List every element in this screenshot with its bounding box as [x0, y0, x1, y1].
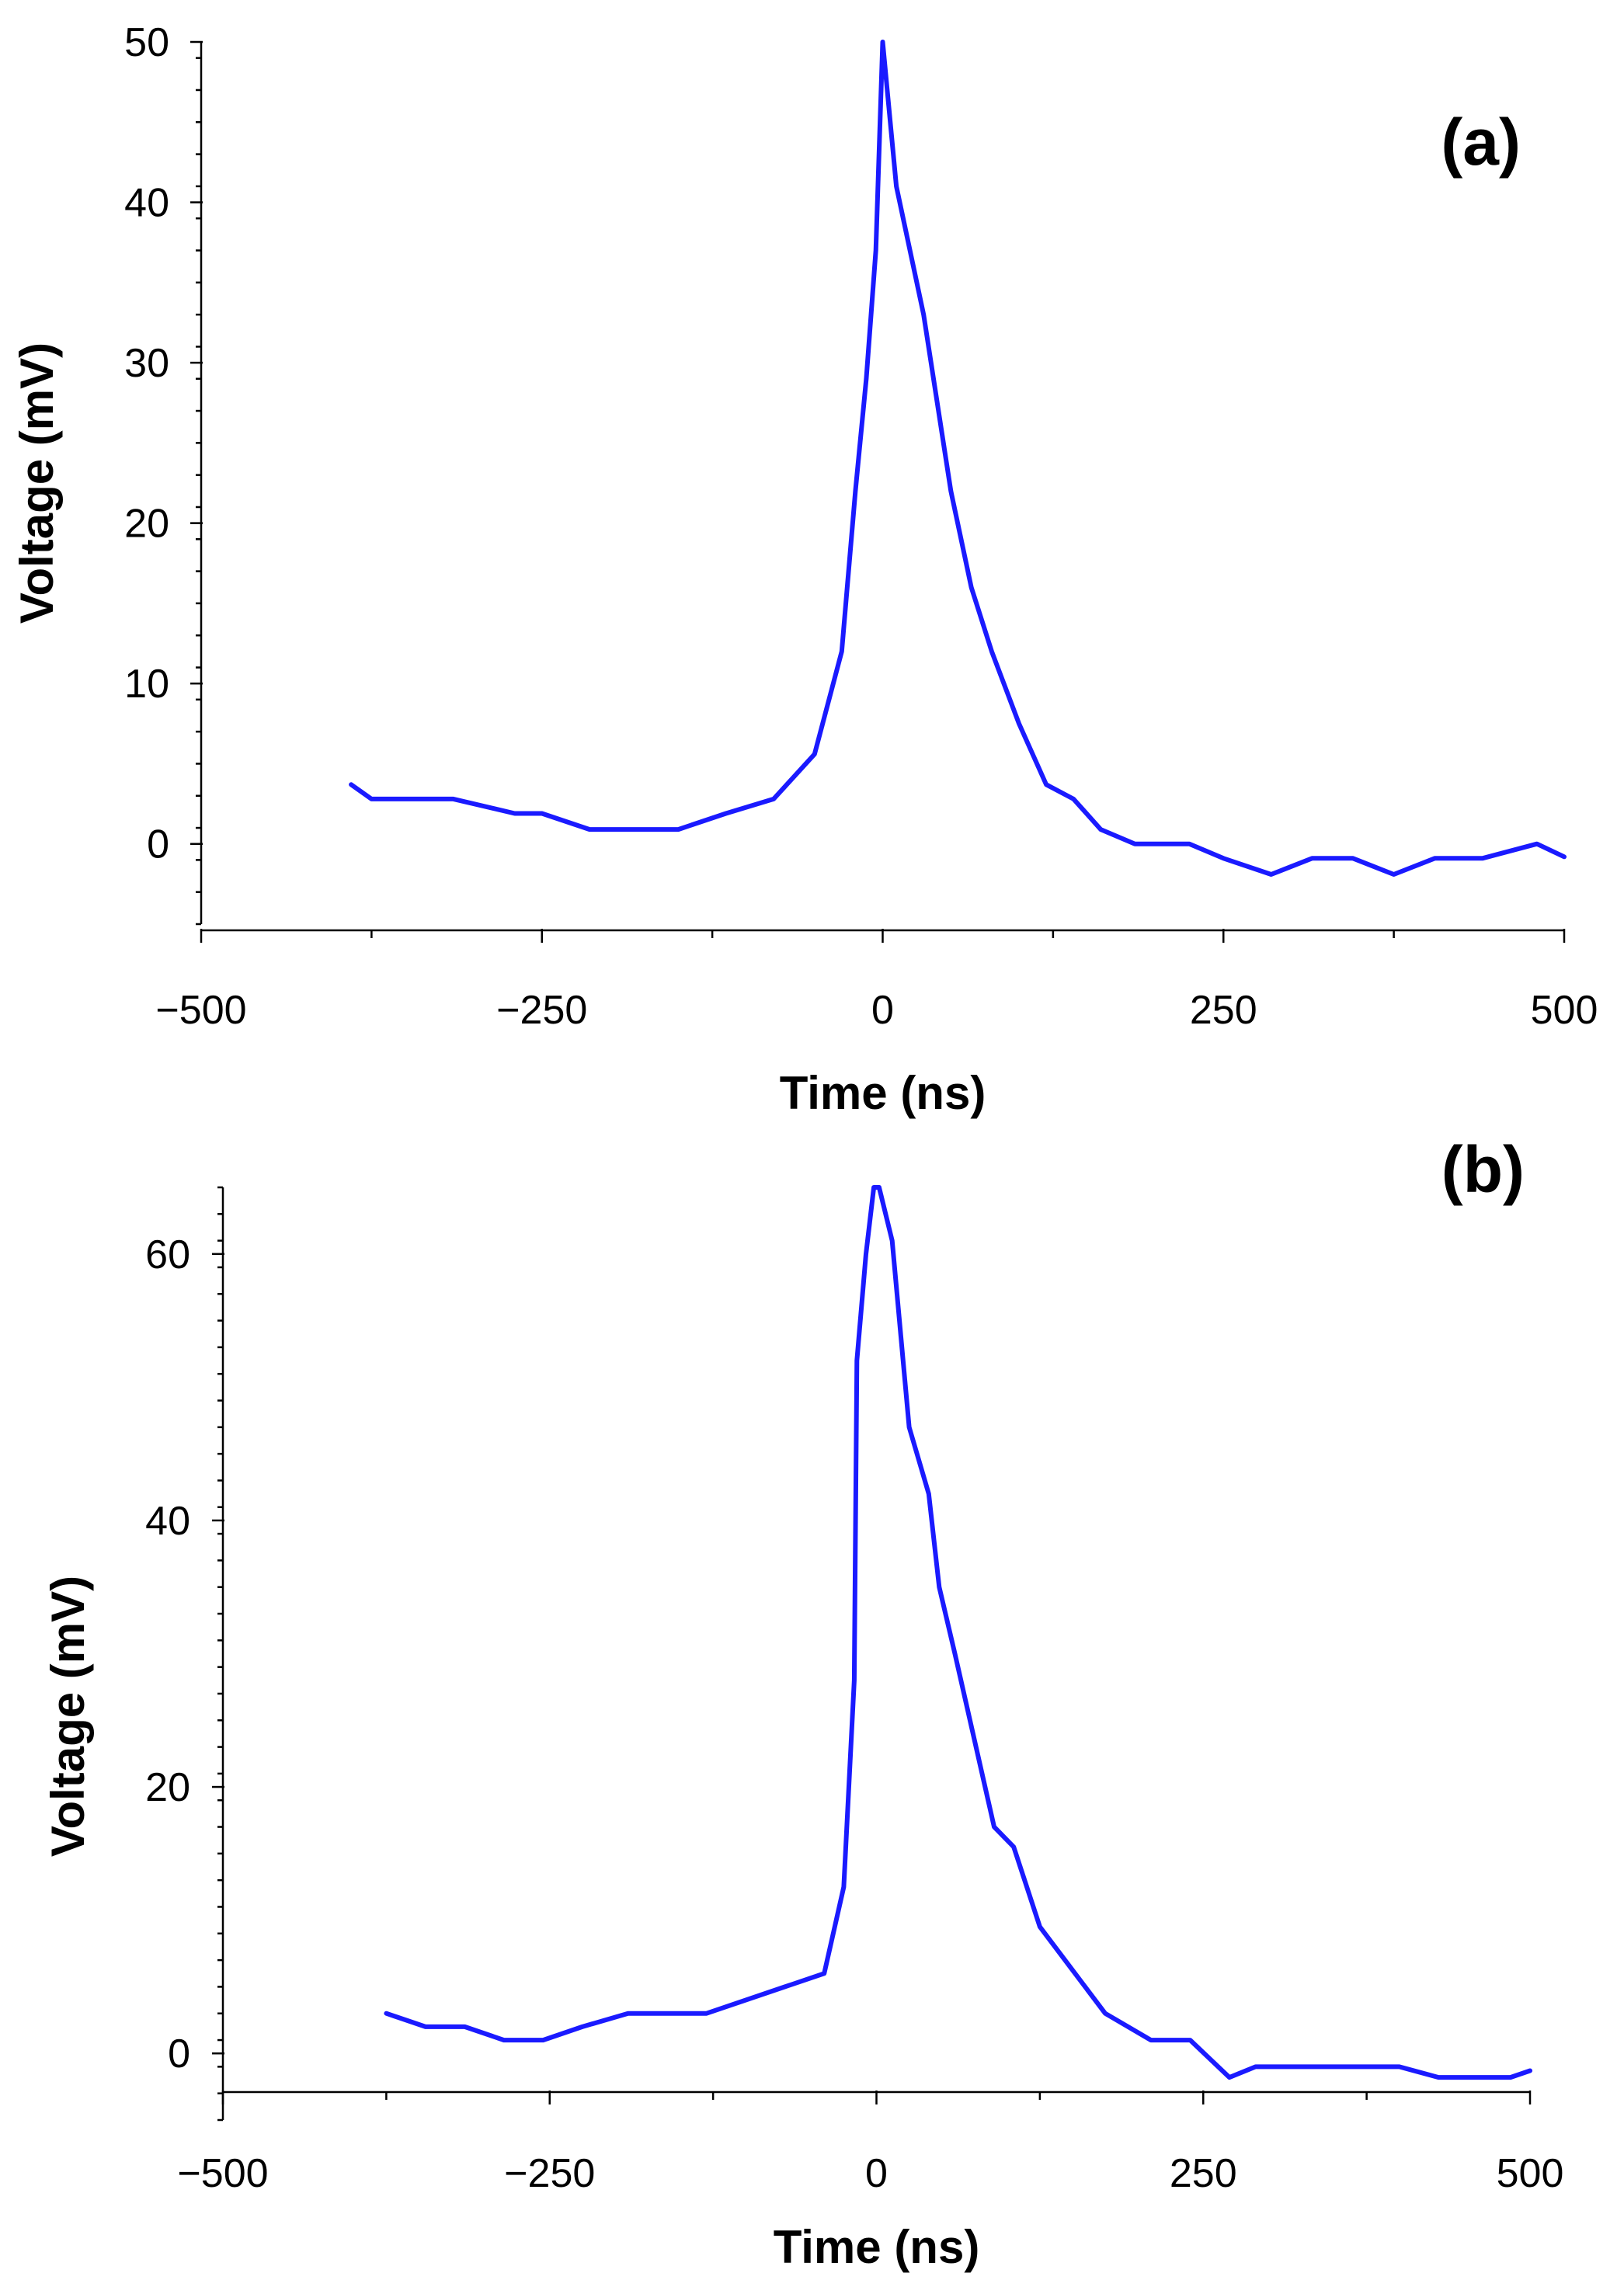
x-axis-title: Time (ns)	[780, 1067, 986, 1119]
x-tick-label: 250	[1190, 988, 1257, 1033]
y-tick-label: 60	[145, 1232, 190, 1277]
chart-panel-b: 0 20 40 60 −500 −250 0 250 500 Time (ns) Voltage (…	[42, 1133, 1563, 2273]
y-tick-label: 0	[168, 2031, 190, 2077]
y-tick-label: 40	[145, 1499, 190, 1544]
x-tick-label: −250	[504, 2151, 595, 2196]
y-axis-title: Voltage (mV)	[42, 1576, 94, 1857]
y-tick-label: 20	[124, 502, 169, 547]
y-axis-title: Voltage (mV)	[11, 342, 63, 624]
y-tick-label: 20	[145, 1765, 190, 1810]
x-axis-title: Time (ns)	[774, 2221, 980, 2273]
x-tick-label: 0	[871, 988, 894, 1033]
x-tick-label: 500	[1497, 2151, 1564, 2196]
series-line-signal	[384, 1185, 1532, 2080]
panel-label: (a)	[1441, 106, 1521, 179]
x-tick-label: 500	[1531, 988, 1598, 1033]
y-tick-label: 0	[147, 822, 169, 867]
x-tick-label: 250	[1170, 2151, 1237, 2196]
y-tick-label: 40	[124, 181, 169, 226]
panel-label: (b)	[1441, 1133, 1525, 1206]
chart-panel-a: 0 10 20 30 40 50 −500 −250 0 250 500 Time (ns) Volta…	[11, 20, 1598, 1119]
series-line-signal	[349, 40, 1567, 877]
x-tick-label: 0	[865, 2151, 888, 2196]
y-tick-label: 10	[124, 662, 169, 707]
y-tick-label: 50	[124, 20, 169, 65]
x-tick-label: −250	[496, 988, 587, 1033]
y-tick-label: 30	[124, 341, 169, 386]
x-tick-label: −500	[155, 988, 246, 1033]
x-tick-label: −500	[177, 2151, 268, 2196]
